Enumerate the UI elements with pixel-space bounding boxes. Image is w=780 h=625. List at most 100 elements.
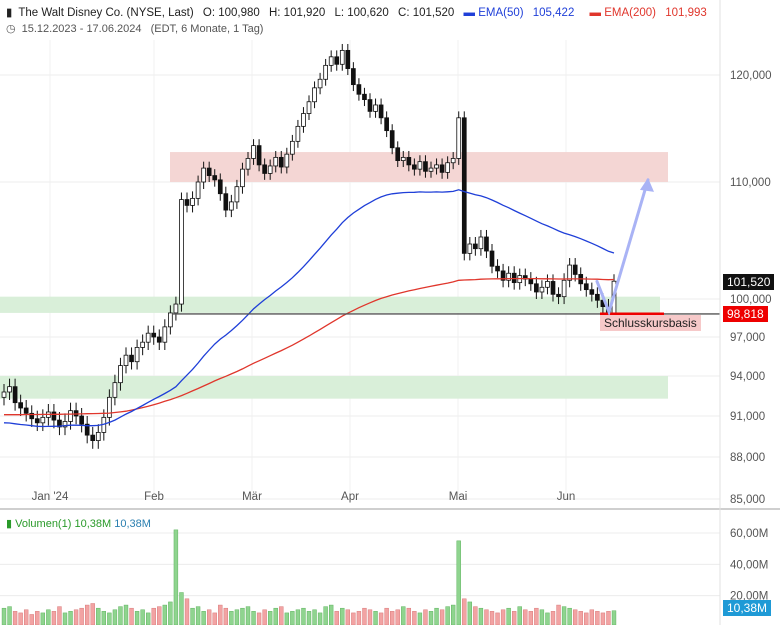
candle-body xyxy=(539,286,545,293)
volume-bar xyxy=(550,611,556,625)
volume-bar xyxy=(401,606,406,625)
candle-body xyxy=(95,431,101,441)
close-value: C: 101,520 xyxy=(398,7,455,19)
volume-bar xyxy=(517,606,522,625)
candle-body xyxy=(367,99,373,112)
chart-header: ▮ The Walt Disney Co. (NYSE, Last) O: 100… xyxy=(6,5,719,19)
candle-body xyxy=(301,113,306,127)
candle-body xyxy=(195,181,201,199)
candle-body xyxy=(511,272,517,284)
volume-bar xyxy=(173,529,179,625)
volume-bar xyxy=(317,612,323,625)
volume-bar xyxy=(478,607,484,625)
candle-body xyxy=(7,386,12,393)
candle-body xyxy=(473,243,478,250)
volume-bar xyxy=(46,609,51,625)
candle-body xyxy=(362,93,367,101)
candle-body xyxy=(262,164,267,174)
volume-value-1: 10,38M xyxy=(74,518,112,530)
volume-bar xyxy=(145,612,151,625)
candle-body xyxy=(229,201,234,211)
volume-bar xyxy=(362,607,367,625)
candle-body xyxy=(317,78,323,89)
volume-bar xyxy=(18,612,23,625)
volume-bar xyxy=(157,606,162,625)
candle-body xyxy=(267,165,273,174)
candle-body xyxy=(406,156,412,166)
ema50-legend[interactable]: ▬ EMA(50) 105,422 xyxy=(463,7,575,19)
volume-bar xyxy=(234,609,240,625)
candle-body xyxy=(312,87,317,103)
volume-bar xyxy=(495,612,500,625)
candle-body xyxy=(561,279,567,298)
candle-body xyxy=(345,49,351,69)
candle-body xyxy=(79,415,84,425)
candle-body xyxy=(306,101,312,114)
candle-body xyxy=(34,418,40,424)
volume-bar xyxy=(345,609,351,625)
candle-body xyxy=(378,104,384,119)
chart-annotations xyxy=(172,177,720,317)
candle-body xyxy=(556,293,561,298)
volume-bar xyxy=(489,611,495,625)
candle-body xyxy=(62,421,68,428)
volume-bar xyxy=(179,592,184,625)
candle-body xyxy=(256,145,262,166)
volume-bar xyxy=(578,611,583,625)
candle-body xyxy=(389,130,395,149)
candle-body xyxy=(567,264,572,281)
volume-bar xyxy=(223,607,229,625)
ema200-legend[interactable]: ▬ EMA(200) 101,993 xyxy=(589,7,707,19)
volume-bar xyxy=(373,611,378,625)
chart-meta: (EDT, 6 Monate, 1 Tag) xyxy=(150,23,264,35)
x-tick-label: Apr xyxy=(341,491,359,503)
candle-body xyxy=(168,312,173,328)
volume-bar xyxy=(445,606,450,625)
volume-bar xyxy=(439,609,445,625)
volume-bar xyxy=(195,606,201,625)
candle-body xyxy=(500,270,506,281)
candle-body xyxy=(151,332,157,338)
last-price-tag: 101,520 xyxy=(723,274,775,290)
volume-bar xyxy=(256,612,262,625)
candle-body xyxy=(545,281,550,288)
x-tick-label: Feb xyxy=(144,491,164,503)
candle-body xyxy=(156,336,162,343)
candle-body xyxy=(339,49,345,65)
candle-body xyxy=(384,117,389,132)
volume-bar xyxy=(267,611,273,625)
volume-value-2: 10,38M xyxy=(114,518,151,530)
candle-body xyxy=(240,168,245,188)
volume-bar xyxy=(229,611,234,625)
volume-label: Volumen(1) xyxy=(15,518,72,530)
candle-body xyxy=(118,365,123,384)
candle-body xyxy=(506,272,511,281)
volume-bar xyxy=(29,614,34,625)
candle-body xyxy=(1,391,7,398)
candle-body xyxy=(583,283,589,291)
candle-body xyxy=(251,145,256,159)
volume-bar xyxy=(184,598,190,625)
volume-bar xyxy=(12,611,18,625)
volume-bar xyxy=(334,611,339,625)
ema50-label: EMA(50) xyxy=(478,7,524,19)
support-zone-upper xyxy=(0,296,660,313)
candle-body xyxy=(395,147,401,161)
volume-bar xyxy=(567,607,572,625)
volume-bar xyxy=(545,612,550,625)
volume-bar xyxy=(218,604,223,625)
chart-subheader: ◷ 15.12.2023 - 17.06.2024 (EDT, 6 Monate,… xyxy=(6,22,269,35)
candle-body xyxy=(123,354,129,367)
price-candles xyxy=(1,43,617,449)
volume-bar xyxy=(35,611,40,625)
candle-body xyxy=(428,167,434,172)
candle-body xyxy=(484,236,489,252)
candle-body xyxy=(290,140,295,155)
candle-body xyxy=(162,326,168,343)
volume-bar xyxy=(295,609,301,625)
volume-bar xyxy=(534,607,539,625)
candle-body xyxy=(134,346,140,363)
volume-bar xyxy=(279,606,284,625)
